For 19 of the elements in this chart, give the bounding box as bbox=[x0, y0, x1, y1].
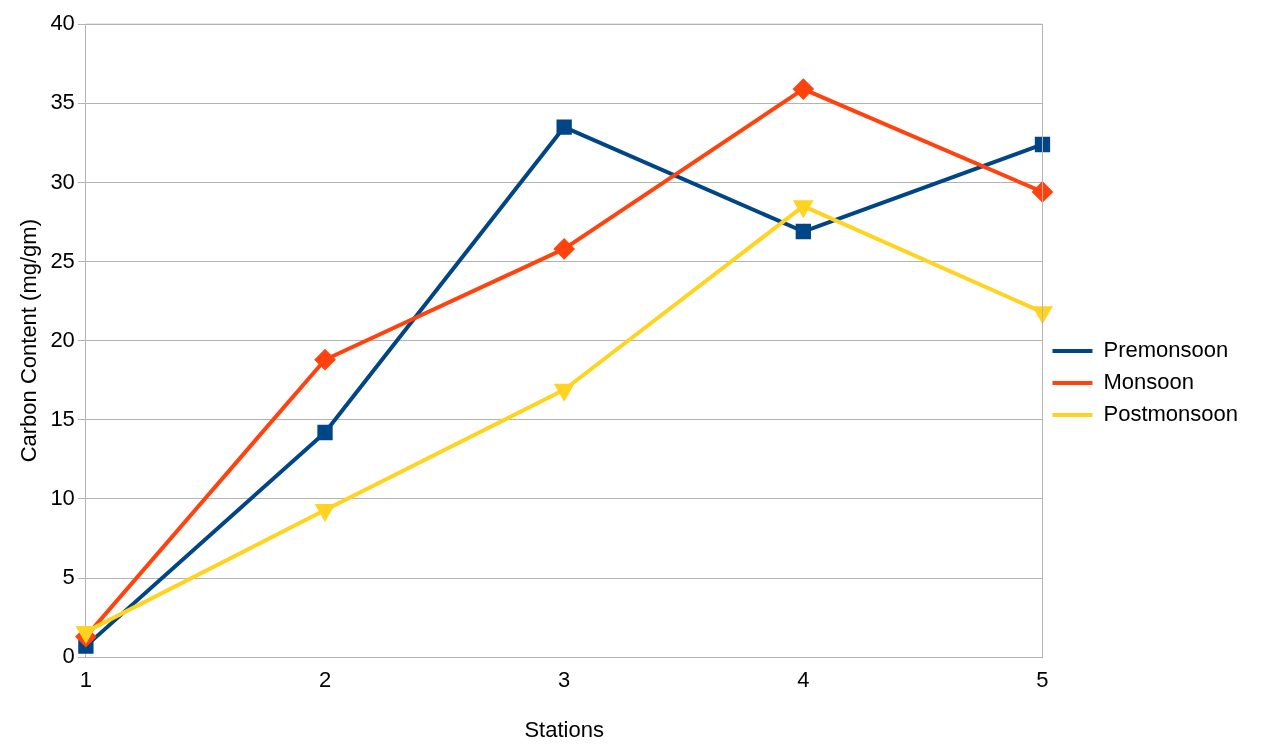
x-tick-label: 5 bbox=[1036, 667, 1049, 693]
y-tick-label: 0 bbox=[62, 643, 75, 669]
y-tick-label: 5 bbox=[62, 564, 75, 590]
x-tick-label: 1 bbox=[79, 667, 92, 693]
y-axis-title: Carbon Content (mg/gm) bbox=[16, 219, 42, 463]
y-tick-label: 40 bbox=[50, 10, 75, 36]
y-tick-label: 15 bbox=[50, 405, 75, 431]
legend-label: Monsoon bbox=[1103, 369, 1194, 395]
y-tick-label: 30 bbox=[50, 168, 75, 194]
y-tick-label: 35 bbox=[50, 89, 75, 115]
legend-label: Premonsoon bbox=[1103, 337, 1229, 363]
x-axis-title: Stations bbox=[524, 716, 604, 742]
y-tick-label: 25 bbox=[50, 247, 75, 273]
legend-label: Postmonsoon bbox=[1103, 401, 1239, 427]
x-tick-label: 4 bbox=[797, 667, 810, 693]
x-tick-label: 3 bbox=[558, 667, 571, 693]
y-tick-label: 20 bbox=[50, 326, 75, 352]
y-tick-label: 10 bbox=[50, 485, 75, 511]
x-tick-label: 2 bbox=[318, 667, 332, 693]
